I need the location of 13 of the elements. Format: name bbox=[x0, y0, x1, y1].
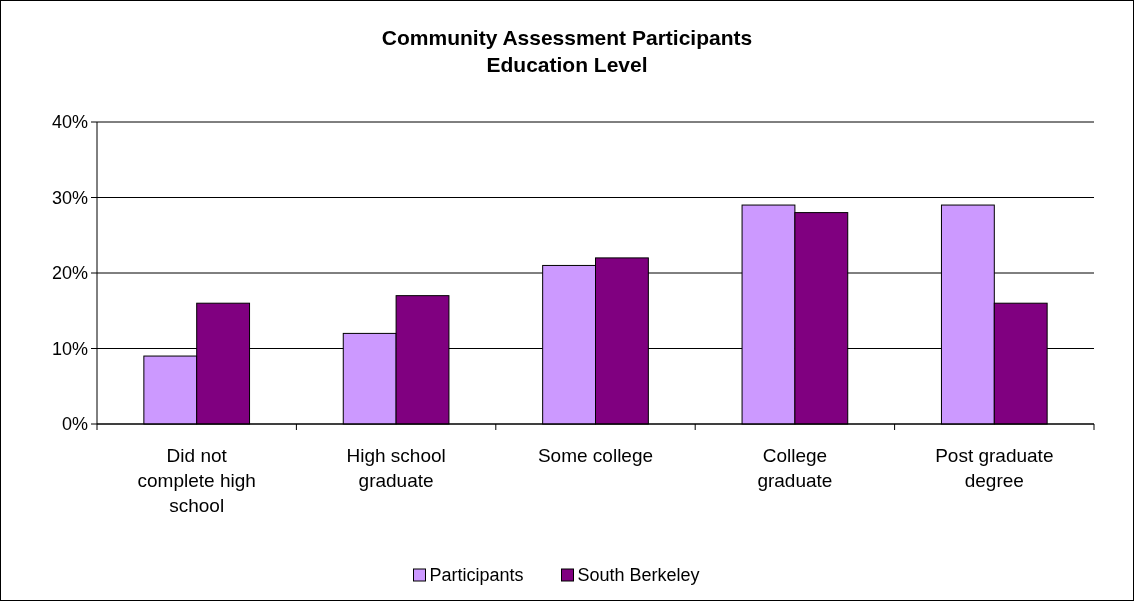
x-tick-label: Some college bbox=[537, 445, 654, 466]
y-tick-label: 30% bbox=[51, 187, 88, 208]
legend-label: Participants bbox=[429, 565, 524, 585]
x-tick-label: Post graduate degree bbox=[935, 445, 1054, 491]
y-tick-label: 40% bbox=[51, 112, 88, 133]
x-tick-label: College graduate bbox=[757, 445, 833, 491]
x-tick-label: Did not complete high school bbox=[137, 445, 256, 516]
legend-label: South Berkeley bbox=[577, 565, 700, 585]
y-tick-label: 20% bbox=[51, 263, 88, 284]
y-tick-label: 0% bbox=[61, 414, 88, 435]
x-tick-label: High school graduate bbox=[346, 445, 446, 491]
y-tick-label: 10% bbox=[51, 338, 88, 359]
chart-title: Community Assessment Participants Education Level bbox=[381, 26, 753, 76]
